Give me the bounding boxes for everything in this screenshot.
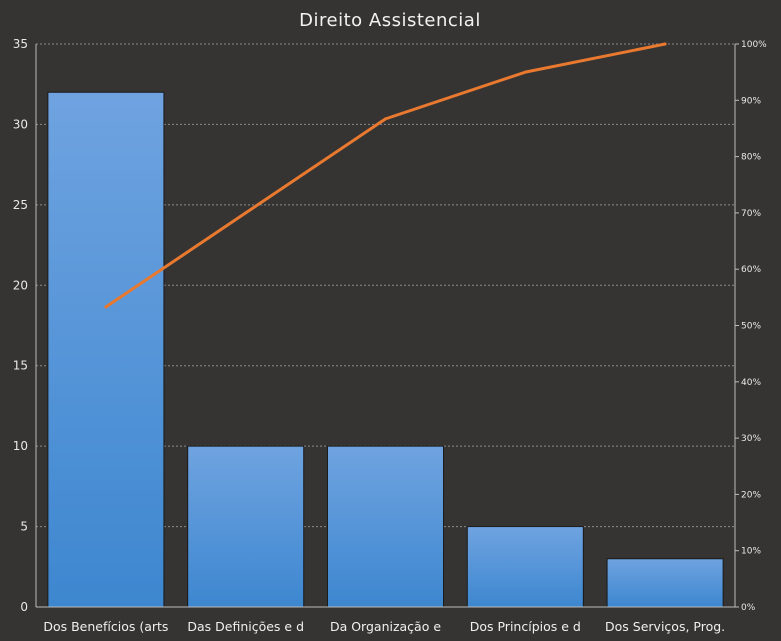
cumulative-line <box>104 42 667 309</box>
cumulative-point <box>104 305 108 309</box>
cumulative-point <box>663 42 667 46</box>
y-tick-label: 20 <box>13 278 28 292</box>
bar <box>326 445 445 608</box>
y2-tick-label: 60% <box>741 265 761 275</box>
cumulative-point <box>244 211 248 215</box>
bar <box>187 445 305 608</box>
x-tick-label: Dos Benefícios (arts <box>43 619 168 634</box>
y2-tick-label: 100% <box>741 40 767 50</box>
cumulative-point <box>523 70 527 74</box>
cumulative-point <box>384 117 387 121</box>
y2-tick-label: 10% <box>741 547 761 557</box>
tick-labels: 0 5 10 15 20 25 30 35 0% 10% 20% 30% 40% 50% 60% 70% 80%… <box>13 37 767 634</box>
chart-title: Direito Assistencial <box>299 10 481 31</box>
x-tick-label: Dos Serviços, Prog. <box>605 619 725 634</box>
x-tick-label: Da Organização e <box>330 619 441 634</box>
y-tick-label: 0 <box>20 600 28 614</box>
y2-tick-label: 20% <box>741 490 761 500</box>
bars <box>47 91 724 608</box>
bar <box>606 558 724 608</box>
bar <box>466 526 584 608</box>
y-tick-label: 30 <box>13 117 28 131</box>
y-tick-label: 25 <box>13 198 28 212</box>
y2-tick-label: 30% <box>741 434 761 444</box>
y2-tick-label: 90% <box>741 96 761 106</box>
y2-tick-label: 40% <box>741 378 761 388</box>
y-tick-label: 35 <box>13 37 28 51</box>
axes <box>35 43 739 608</box>
x-tick-label: Dos Princípios e d <box>470 619 581 634</box>
y2-tick-label: 80% <box>741 153 761 163</box>
x-tick-label: Das Definições e d <box>187 619 304 634</box>
y-tick-label: 15 <box>13 359 28 373</box>
y-tick-label: 5 <box>20 520 28 534</box>
y2-tick-label: 0% <box>741 603 756 613</box>
y2-tick-label: 70% <box>741 209 761 219</box>
cumulative-line-layer <box>104 42 667 309</box>
y2-tick-label: 50% <box>741 322 761 332</box>
bar <box>47 91 165 608</box>
y-tick-label: 10 <box>13 439 28 453</box>
